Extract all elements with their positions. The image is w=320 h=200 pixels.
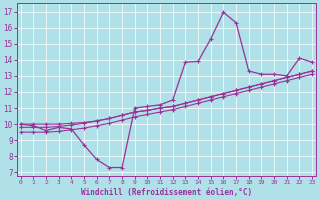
- X-axis label: Windchill (Refroidissement éolien,°C): Windchill (Refroidissement éolien,°C): [81, 188, 252, 197]
